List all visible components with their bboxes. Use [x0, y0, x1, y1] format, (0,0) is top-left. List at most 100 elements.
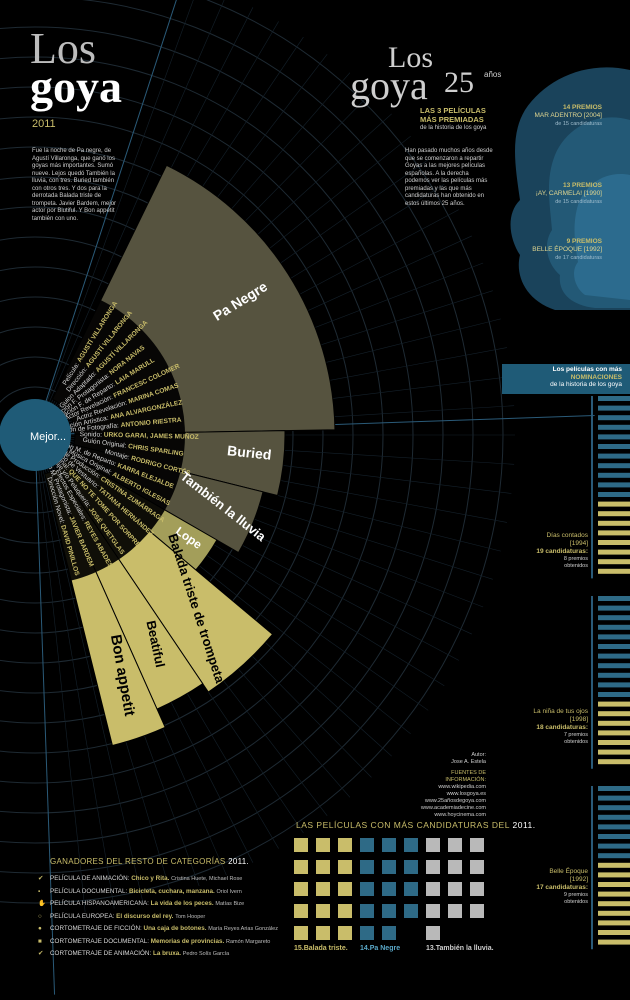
center-circle: [0, 399, 71, 471]
resto-row: ✔ CORTOMETRAJE DE ANIMACIÓN: La bruxa. Pe…: [38, 948, 288, 961]
candidatura-square: [360, 860, 374, 874]
top-film: 13 PREMIOS ¡AY, CARMELA! [1990] de 15 cand…: [510, 182, 602, 206]
nomination-bar: [598, 501, 630, 507]
candidatura-square: [426, 860, 440, 874]
anniv-subtitle-2: MÁS PREMIADAS: [420, 115, 484, 124]
top-film: 14 PREMIOS MAR ADENTRO [2004] de 15 candid…: [510, 104, 602, 128]
candidatura-square: [470, 838, 484, 852]
label-band: [44, 300, 186, 581]
candidatura-square: [338, 838, 352, 852]
nomination-bar: [598, 663, 630, 669]
nomination-bar: [598, 939, 630, 945]
category-icon: ✔: [38, 950, 44, 957]
nomination-bar: [598, 605, 630, 611]
nomination-bar: [598, 701, 630, 707]
nomination-bar: [598, 615, 630, 621]
author-label: Autor:: [471, 752, 486, 758]
nomination-bar: [598, 882, 630, 887]
cand-name: Pa Negre: [369, 945, 401, 952]
nomination-bar: [598, 891, 630, 897]
top-film-name: ¡AY, CARMELA! [1990]: [535, 190, 602, 197]
resto-list: ✔ PELÍCULA DE ANIMACIÓN: Chico y Rita. Cr…: [38, 873, 288, 961]
nomination-bar: [598, 824, 630, 830]
candidatura-square: [470, 904, 484, 918]
resto-row: ● CORTOMETRAJE DE FICCIÓN: Una caja de bo…: [38, 923, 288, 936]
candidatura-square: [338, 860, 352, 874]
anniv-unit: años: [484, 70, 502, 79]
nomination-bar: [598, 492, 630, 497]
candidatura-square: [316, 904, 330, 918]
nomination-bar: [598, 853, 630, 859]
resto-row: ▪ PELÍCULA DOCUMENTAL: Bicicleta, cuchara…: [38, 886, 288, 899]
candidatura-square: [404, 904, 418, 918]
nomination-bar: [598, 834, 630, 839]
nom-film-year: [1994]: [569, 540, 588, 547]
nomination-bar: [598, 530, 630, 536]
nomination-bar: [598, 720, 630, 726]
nomination-bar: [598, 644, 630, 649]
nom-film-name: Belle Époque: [549, 868, 588, 875]
nomination-bar: [598, 453, 630, 459]
nomination-bars: [591, 396, 630, 950]
candidatura-square: [294, 882, 308, 896]
resto-winner: Una caja de botones.: [143, 925, 209, 932]
title-year: 2011: [32, 118, 56, 130]
candidatura-square: [404, 838, 418, 852]
source-link[interactable]: www.academiadecine.com: [420, 805, 486, 811]
nomination-bar: [598, 749, 630, 755]
candidatura-square: [470, 882, 484, 896]
category-icon: ○: [38, 912, 42, 920]
candidatura-square: [404, 860, 418, 874]
nominations-header: [502, 364, 630, 394]
cand-title-year: 2011.: [512, 820, 536, 830]
candidatura-square: [448, 838, 462, 852]
resto-people: Matías Bize: [215, 901, 245, 907]
top-film-cand: de 15 candidaturas: [555, 121, 602, 127]
profile-silhouettes-icon: [510, 67, 630, 310]
resto-title-main: GANADORES DEL RESTO DE CATEGORÍAS: [50, 857, 226, 866]
nomination-bar: [598, 415, 630, 421]
source-link[interactable]: www.25añosdegoya.com: [424, 798, 486, 804]
nomination-bar: [598, 795, 630, 801]
nomination-bar: [598, 405, 630, 411]
nom-film-prem2: obtenidos: [564, 739, 588, 745]
film-wedges: [44, 164, 336, 747]
nom-film-cand: 17 candidaturas:: [536, 884, 588, 891]
nom-film-year: [1998]: [569, 716, 588, 723]
candidatura-square: [338, 904, 352, 918]
cand-labels: 15.Balada triste. 14.Pa Negre 13.También…: [294, 945, 494, 957]
author-name: Jose A. Estela: [451, 759, 486, 765]
cand-num: 15.: [294, 945, 304, 952]
candidatura-square: [316, 838, 330, 852]
candidatura-square: [360, 926, 374, 940]
nomination-bar: [598, 634, 630, 640]
candidatura-square: [316, 926, 330, 940]
nom-film-name: La niña de tus ojos: [533, 708, 588, 715]
resto-people: Cristina Huete, Michael Rose: [171, 876, 243, 882]
resto-winner: Chico y Rita.: [131, 875, 172, 882]
source-link[interactable]: www.hoycinema.com: [434, 812, 486, 818]
resto-winner: La bruxa.: [152, 950, 183, 957]
resto-category: CORTOMETRAJE DE ANIMACIÓN:: [50, 950, 153, 957]
nomination-bar: [598, 653, 630, 659]
top-film-premios: 13 PREMIOS: [562, 182, 602, 189]
category-winner: URKO GARAI, JAMES MUÑOZ: [104, 430, 199, 441]
resto-winner: Memorias de provincias.: [150, 937, 227, 945]
top-film-name: BELLE ÉPOQUE [1992]: [532, 246, 602, 253]
candidatura-square: [382, 904, 396, 918]
source-link[interactable]: www.losgoya.es: [446, 791, 486, 797]
candidatura-square: [294, 926, 308, 940]
source-link[interactable]: www.wikipedia.com: [438, 784, 486, 790]
nomination-bar: [598, 472, 630, 478]
nom-film-prem: 8 premios: [563, 556, 588, 562]
nomination-bar: [598, 434, 630, 440]
nomination-bar: [598, 624, 630, 630]
anniv-number: 25: [444, 66, 474, 99]
nomination-bar: [598, 920, 630, 926]
candidatura-square: [294, 904, 308, 918]
cand-label-2: 14.Pa Negre: [360, 945, 400, 952]
nomination-bar: [598, 396, 630, 401]
resto-row: ✋ PELÍCULA HISPANOAMERICANA: La vida de l…: [38, 898, 288, 911]
anniv-goya: goya: [350, 63, 428, 108]
